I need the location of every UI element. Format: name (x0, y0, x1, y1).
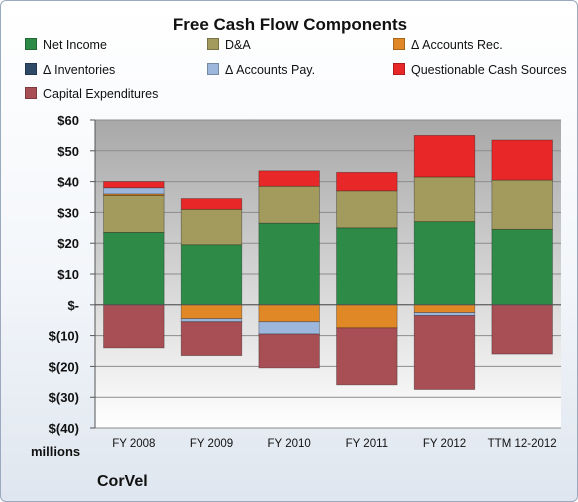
bar-segment (180, 318, 243, 323)
bar-segment (180, 208, 243, 246)
bar-segment (491, 228, 553, 306)
bar-segment (413, 221, 476, 306)
bar-segment (413, 304, 476, 313)
y-tick-label: $50 (57, 144, 79, 159)
bar-segment (491, 179, 553, 230)
bar-segment (258, 333, 320, 369)
legend-swatch (25, 63, 37, 75)
legend-label: Δ Accounts Pay. (225, 63, 316, 77)
bar-segment (180, 321, 243, 357)
legend-swatch (25, 38, 37, 50)
y-tick-label: $60 (57, 113, 79, 128)
legend-swatch (207, 38, 219, 50)
legend-item: D&A (207, 38, 251, 52)
legend-swatch (207, 63, 219, 75)
legend-label: D&A (225, 38, 251, 52)
bar-segment (103, 195, 165, 233)
bar-segment (413, 315, 476, 390)
bar-segment (103, 304, 165, 349)
bar-segment (336, 227, 398, 306)
bar-segment (258, 185, 320, 224)
bar-segment (413, 134, 476, 178)
bar-segment (413, 312, 476, 316)
legend-label: Δ Accounts Rec. (411, 38, 503, 52)
y-tick-label: $(30) (49, 390, 79, 405)
bar-segment (180, 198, 243, 210)
bar-segment (413, 176, 476, 223)
legend-item: Questionable Cash Sources (393, 63, 567, 77)
bar-segment (336, 190, 398, 229)
legend-label: Questionable Cash Sources (411, 63, 567, 77)
legend-swatch (393, 38, 405, 50)
legend-label: Capital Expenditures (43, 87, 159, 101)
y-tick-label: $(40) (49, 421, 79, 436)
legend-item: Δ Inventories (25, 63, 115, 77)
legend-item: Δ Accounts Pay. (207, 63, 315, 77)
bar-segment (336, 171, 398, 192)
bar-segment (103, 232, 165, 306)
bar-segment (258, 304, 320, 323)
bar-segment (336, 304, 398, 329)
legend-swatch (25, 87, 37, 99)
y-tick-label: $10 (57, 267, 79, 282)
y-tick-label: $- (67, 298, 79, 313)
legend-item: Net Income (25, 38, 107, 52)
x-tick-label: FY 2010 (268, 438, 311, 450)
x-tick-label: FY 2012 (423, 438, 466, 450)
legend-label: Net Income (43, 38, 107, 52)
bar-segment (103, 181, 165, 189)
chart-title: Free Cash Flow Components (172, 15, 408, 34)
bar-segment (103, 187, 165, 195)
bar-segment (491, 304, 553, 355)
company-name: CorVel (97, 473, 148, 490)
y-tick-label: $40 (57, 175, 79, 190)
x-tick-label: FY 2008 (112, 438, 155, 450)
bar-segment (180, 304, 243, 320)
legend-item: Capital Expenditures (25, 87, 158, 101)
y-tick-label: $(20) (49, 359, 79, 374)
y-tick-label: $20 (57, 236, 79, 251)
y-tick-label: $(10) (49, 329, 79, 344)
x-tick-label: FY 2011 (346, 438, 388, 450)
y-tick-label: $30 (57, 205, 79, 220)
bar-segment (491, 139, 553, 181)
legend-label: Δ Inventories (43, 63, 116, 77)
legend-item: Δ Accounts Rec. (393, 38, 503, 52)
legend-swatch (393, 63, 405, 75)
x-tick-label: TTM 12-2012 (488, 438, 557, 450)
bar-segment (336, 327, 398, 386)
bar-segment (258, 321, 320, 335)
bar-segment (258, 222, 320, 306)
bar-segment (258, 170, 320, 187)
x-tick-label: FY 2009 (190, 438, 233, 450)
y-axis-unit-label: millions (31, 444, 81, 459)
bar-segment (180, 244, 243, 306)
